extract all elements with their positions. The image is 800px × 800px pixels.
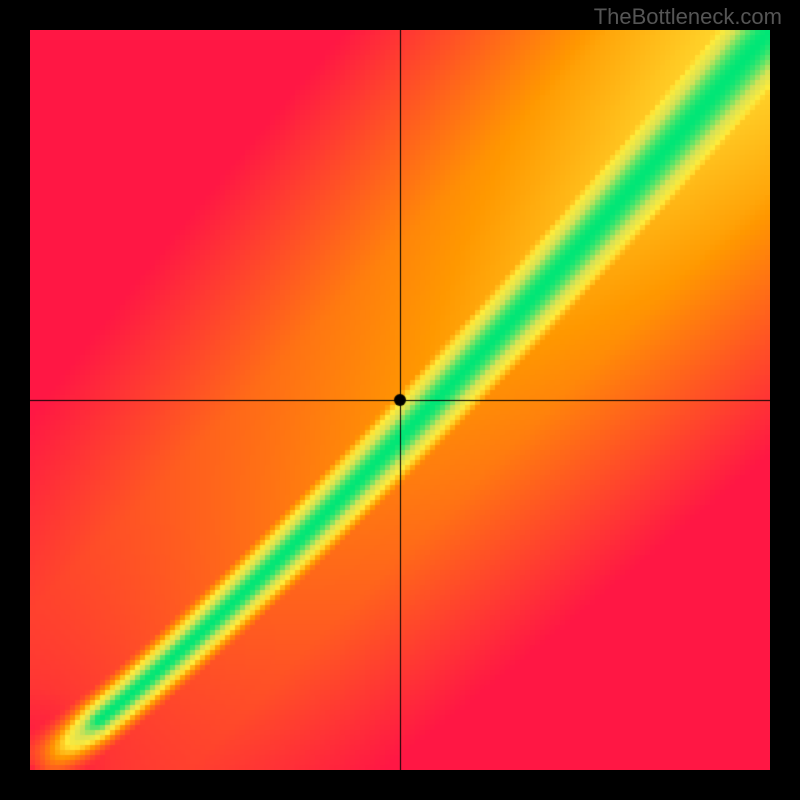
watermark-text: TheBottleneck.com bbox=[594, 4, 782, 30]
bottleneck-heatmap-chart bbox=[30, 30, 770, 770]
heatmap-canvas bbox=[30, 30, 770, 770]
